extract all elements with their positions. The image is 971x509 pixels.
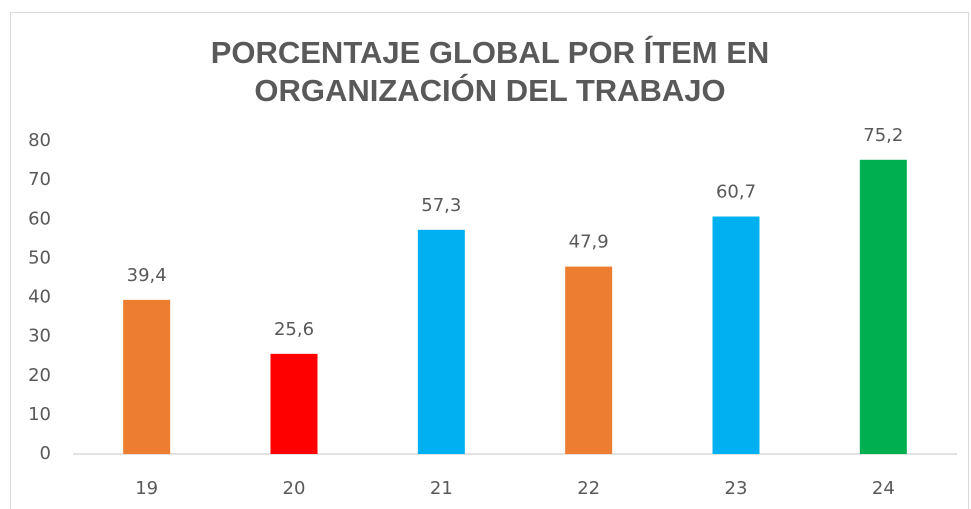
x-tick-label: 20 xyxy=(283,478,306,499)
y-tick-label: 10 xyxy=(28,404,51,425)
x-tick-label: 24 xyxy=(872,478,895,499)
y-tick-label: 30 xyxy=(28,326,51,347)
bar xyxy=(712,216,760,454)
chart-title: PORCENTAJE GLOBAL POR ÍTEM EN ORGANIZACI… xyxy=(210,35,770,108)
value-label: 39,4 xyxy=(127,265,167,286)
bar xyxy=(859,159,907,454)
x-tick-label: 19 xyxy=(135,478,158,499)
y-tick-label: 50 xyxy=(28,247,51,268)
y-tick-label: 0 xyxy=(40,443,51,464)
bar xyxy=(565,266,613,454)
x-tick-label: 23 xyxy=(725,478,748,499)
value-label: 25,6 xyxy=(274,319,314,340)
y-tick-label: 60 xyxy=(28,208,51,229)
value-label: 60,7 xyxy=(716,182,756,203)
y-tick-label: 70 xyxy=(28,169,51,190)
y-tick-label: 20 xyxy=(28,365,51,386)
x-tick-label: 22 xyxy=(577,478,600,499)
value-label: 75,2 xyxy=(863,125,903,146)
chart-border xyxy=(10,12,969,509)
bar xyxy=(270,353,318,454)
value-label: 47,9 xyxy=(569,232,609,253)
y-tick-label: 40 xyxy=(28,287,51,308)
value-label: 57,3 xyxy=(421,195,461,216)
x-tick-label: 21 xyxy=(430,478,453,499)
bar xyxy=(123,299,171,454)
bar xyxy=(417,229,465,454)
y-tick-label: 80 xyxy=(28,130,51,151)
